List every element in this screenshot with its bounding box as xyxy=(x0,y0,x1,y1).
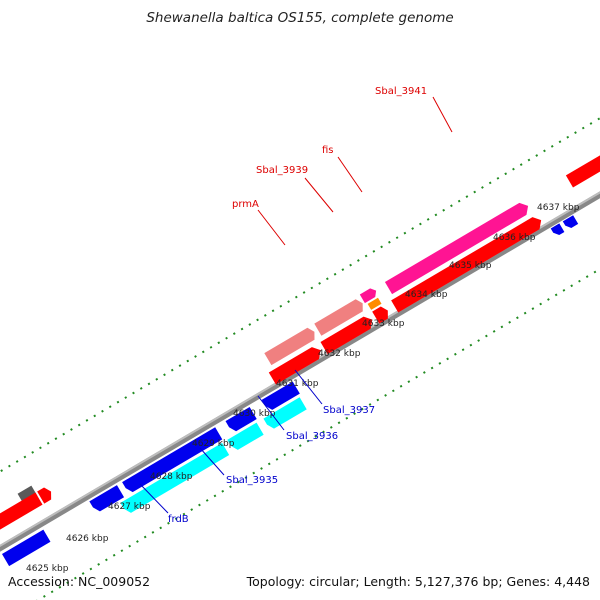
tick-label: 4625 kbp xyxy=(26,564,69,574)
gene-frdB xyxy=(120,442,230,513)
gene-Sbal_3937 xyxy=(263,397,307,429)
gene-orange xyxy=(367,297,382,310)
gene-gray xyxy=(17,485,38,505)
gene-Sbal_3939 xyxy=(314,299,363,336)
tick-label: 4632 kbp xyxy=(318,349,361,359)
gene-red-left-arrow xyxy=(37,487,52,504)
tick-label: 4634 kbp xyxy=(405,290,448,300)
label-prmA: prmA xyxy=(232,199,259,210)
leader-line xyxy=(294,369,323,405)
forward-features xyxy=(0,155,600,531)
gene-blue-right2 xyxy=(562,215,579,228)
gene-prmA xyxy=(264,327,315,366)
label-Sbal_3941: Sbal_3941 xyxy=(375,86,427,97)
leader-line xyxy=(304,177,334,213)
label-Sbal_3935: Sbal_3935 xyxy=(226,475,278,486)
forward-gene-labels: Sbal_3941 fis Sbal_3939 prmA xyxy=(232,86,453,246)
tick-label: 4635 kbp xyxy=(449,261,492,271)
gene-blue-far-left xyxy=(2,529,51,567)
tick-label: 4627 kbp xyxy=(108,502,151,512)
gene-blue-b xyxy=(122,427,223,493)
leader-line xyxy=(257,209,286,246)
genome-summary-text: Topology: circular; Length: 5,127,376 bp… xyxy=(246,574,590,589)
label-Sbal_3937: Sbal_3937 xyxy=(323,405,375,416)
gene-blue-d xyxy=(261,381,300,410)
leader-line xyxy=(432,96,453,133)
tick-label: 4631 kbp xyxy=(276,379,319,389)
reverse-gene-labels: Sbal_3937 Sbal_3936 Sbal_3935 frdB xyxy=(139,369,375,525)
gene-fis xyxy=(359,288,377,304)
gene-red-long xyxy=(391,217,542,313)
tick-label: 4633 kbp xyxy=(362,319,405,329)
tick-label: 4626 kbp xyxy=(66,534,109,544)
gene-red-left xyxy=(0,492,43,531)
gene-blue-c xyxy=(225,406,257,432)
outer-guide-dots xyxy=(0,106,600,504)
tick-label: 4637 kbp xyxy=(537,203,580,213)
map-title: Shewanella baltica OS155, complete genom… xyxy=(146,10,454,26)
leader-line xyxy=(337,156,363,193)
gene-red-mid1 xyxy=(268,347,321,385)
gene-blue-right1 xyxy=(550,223,565,236)
tick-label: 4636 kbp xyxy=(493,233,536,243)
inner-guide-dots xyxy=(11,218,600,600)
genome-backbone xyxy=(0,161,600,563)
gene-red-far-right xyxy=(565,155,600,188)
accession-text: Accession: NC_009052 xyxy=(8,574,151,589)
gene-red-mid2 xyxy=(320,316,373,355)
tick-label: 4628 kbp xyxy=(150,472,193,482)
gene-Sbal_3941 xyxy=(384,202,529,295)
gene-blue-a xyxy=(89,485,125,512)
label-Sbal_3939: Sbal_3939 xyxy=(256,165,308,176)
reverse-features xyxy=(2,215,579,567)
tick-label: 4629 kbp xyxy=(192,439,235,449)
label-frdB: frdB xyxy=(168,514,189,525)
leader-line xyxy=(257,395,285,431)
tick-label: 4630 kbp xyxy=(233,409,276,419)
axis-ticks: 4625 kbp 4626 kbp 4627 kbp 4628 kbp 4629… xyxy=(26,203,580,574)
gene-red-small xyxy=(372,306,388,324)
leader-line xyxy=(199,447,225,476)
label-fis: fis xyxy=(322,145,334,156)
gene-Sbal_3936 xyxy=(227,422,264,450)
label-Sbal_3936: Sbal_3936 xyxy=(286,431,338,442)
leader-line xyxy=(139,483,169,514)
